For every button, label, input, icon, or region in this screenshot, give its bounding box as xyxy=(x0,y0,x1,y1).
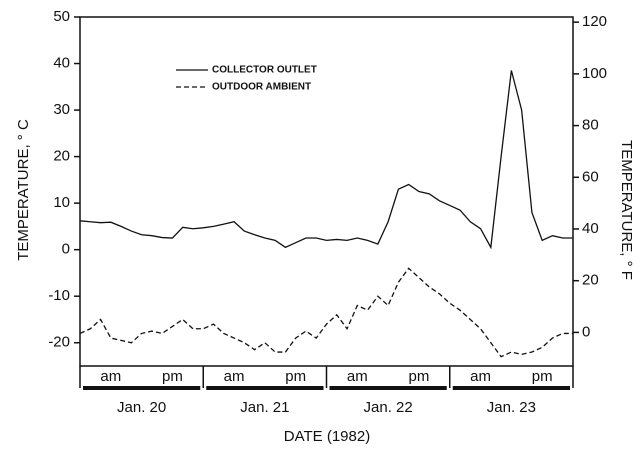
data-line xyxy=(79,267,573,358)
x-tick-label: Jan. 23 xyxy=(487,399,536,416)
day-bar xyxy=(452,386,570,390)
y-tick-label: 40 xyxy=(53,55,70,72)
y2-tick-label: 120 xyxy=(582,13,607,30)
y2-tick-label: 0 xyxy=(582,323,590,340)
y2-tick-label: 40 xyxy=(582,220,599,237)
period-label: pm xyxy=(532,368,553,385)
plot-frame xyxy=(79,16,574,367)
y-tick-label: 10 xyxy=(53,194,70,211)
y2-tick-label: 20 xyxy=(582,272,599,289)
y2-tick-label: 100 xyxy=(582,65,607,82)
day-bar xyxy=(83,386,201,390)
period-label: am xyxy=(100,368,121,385)
y-tick-label: 50 xyxy=(53,8,70,25)
y-tick-label: -20 xyxy=(48,334,70,351)
x-tick-label: Jan. 21 xyxy=(240,399,289,416)
day-bar xyxy=(329,386,447,390)
x-axis-label: DATE (1982) xyxy=(284,428,370,445)
period-label: pm xyxy=(409,368,430,385)
day-bar xyxy=(206,386,324,390)
period-label: am xyxy=(347,368,368,385)
legend-label: OUTDOOR AMBIENT xyxy=(212,82,311,93)
y-tick-label: -10 xyxy=(48,287,70,304)
x-tick-label: Jan. 22 xyxy=(364,399,413,416)
y-tick-label: 20 xyxy=(53,148,70,165)
period-label: am xyxy=(224,368,245,385)
y2-tick-label: 80 xyxy=(582,117,599,134)
legend-label: COLLECTOR OUTLET xyxy=(212,65,317,76)
period-label: am xyxy=(470,368,491,385)
y2-axis-label: TEMPERATURE, ° F xyxy=(618,140,635,280)
y-axis-label: TEMPERATURE, ° C xyxy=(15,119,32,261)
x-tick-label: Jan. 20 xyxy=(117,399,166,416)
period-label: pm xyxy=(285,368,306,385)
y-tick-label: 30 xyxy=(53,101,70,118)
y2-tick-label: 60 xyxy=(582,168,599,185)
data-line xyxy=(79,70,573,250)
period-label: pm xyxy=(162,368,183,385)
y-tick-label: 0 xyxy=(62,241,70,258)
